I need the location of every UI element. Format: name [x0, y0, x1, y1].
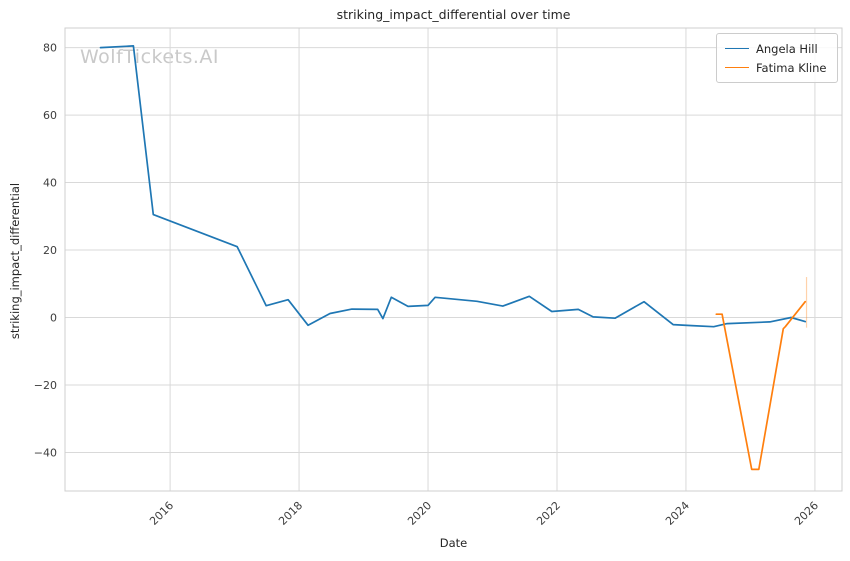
y-axis-label: striking_impact_differential: [8, 182, 22, 340]
x-tick-label: 2024: [663, 499, 692, 528]
y-tick-label: −20: [34, 379, 57, 392]
series-line-fatima-kline[interactable]: [715, 300, 807, 471]
x-tick-label: 2018: [276, 499, 305, 528]
x-tick-label: 2022: [534, 499, 563, 528]
x-tick-label: 2020: [405, 499, 434, 528]
y-tick-label: 80: [43, 42, 57, 55]
legend-line-swatch-fatima-kline: [725, 67, 749, 68]
plot-frame: [64, 27, 843, 492]
y-tick-label: 20: [43, 244, 57, 257]
x-tick-label: 2016: [147, 499, 176, 528]
chart-title: striking_impact_differential over time: [336, 7, 571, 22]
legend-label-fatima-kline: Fatima Kline: [756, 60, 827, 75]
legend: Angela Hill Fatima Kline: [716, 33, 838, 83]
legend-line-swatch-angela-hill: [725, 48, 749, 49]
legend-item-angela-hill: Angela Hill: [725, 39, 829, 58]
y-tick-label: 0: [50, 312, 57, 325]
y-tick-label: 40: [43, 177, 57, 190]
legend-item-fatima-kline: Fatima Kline: [725, 58, 829, 77]
y-tick-label: 60: [43, 109, 57, 122]
y-tick-label: −40: [34, 447, 57, 460]
x-tick-label: 2026: [792, 499, 821, 528]
series-line-angela-hill[interactable]: [99, 45, 807, 328]
legend-label-angela-hill: Angela Hill: [756, 41, 818, 56]
x-axis-label: Date: [439, 536, 468, 550]
